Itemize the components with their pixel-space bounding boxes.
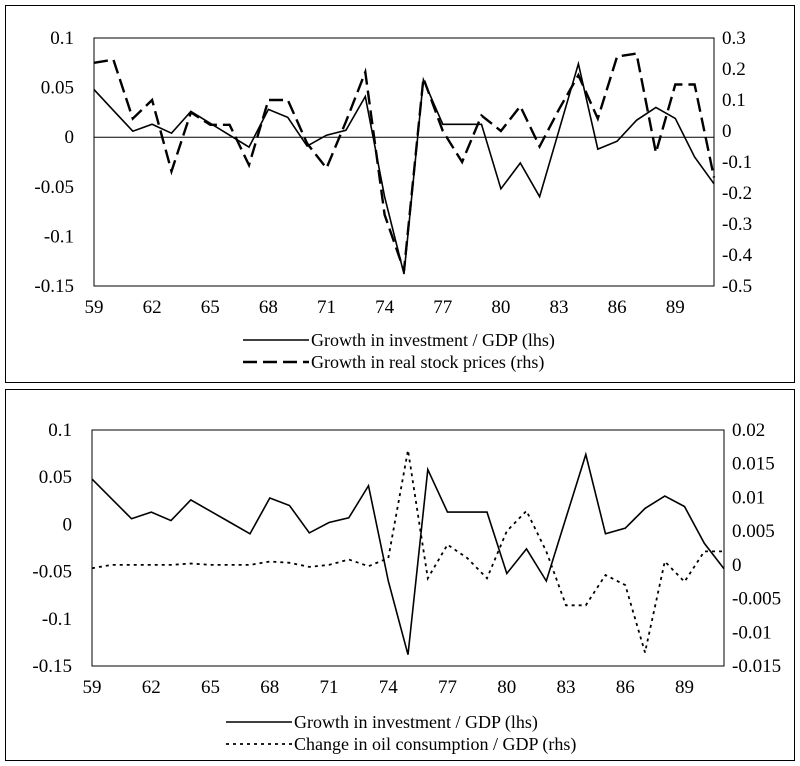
x-tick-label: 68 — [259, 297, 278, 318]
x-tick-label: 77 — [433, 297, 452, 318]
x-tick-label: 83 — [557, 677, 576, 698]
y-right-tick-label: 0 — [722, 121, 732, 142]
y-left-tick-label: 0 — [63, 514, 73, 535]
y-right-tick-label: -0.005 — [732, 589, 781, 610]
x-tick-label: 71 — [320, 677, 339, 698]
x-tick-label: 65 — [201, 677, 220, 698]
y-left-tick-label: 0 — [65, 127, 75, 148]
x-tick-label: 68 — [260, 677, 279, 698]
chart-1-svg: 0.1 0.05 0 -0.05 -0.1 -0.15 0.3 0.2 0.1 0 -0.1 -0.2… — [34, 28, 753, 373]
x-tick-label: 77 — [438, 677, 457, 698]
x-tick-label: 59 — [85, 297, 104, 318]
y-left-tick-label: -0.1 — [42, 609, 72, 630]
y-left-tick-label: 0.05 — [41, 78, 74, 99]
y-right-tick-label: 0.3 — [722, 28, 746, 49]
x-tick-label: 65 — [201, 297, 220, 318]
x-tick-label: 71 — [317, 297, 336, 318]
y-right-tick-label: -0.4 — [722, 245, 753, 266]
y-right-tick-label: 0.02 — [732, 420, 765, 441]
y-right-tick-label: 0.1 — [722, 90, 746, 111]
y-left-tick-label: -0.15 — [32, 656, 72, 677]
x-tick-label: 89 — [675, 677, 694, 698]
y-right-tick-label: -0.2 — [722, 183, 752, 204]
plot-area — [91, 429, 725, 667]
legend-label-2: Change in oil consumption / GDP (rhs) — [294, 734, 576, 755]
y-right-tick-label: 0.015 — [732, 454, 775, 475]
x-tick-label: 59 — [83, 677, 102, 698]
series-line-2 — [93, 52, 716, 271]
x-tick-label: 80 — [491, 297, 510, 318]
y-right-tick-label: -0.5 — [722, 276, 752, 297]
x-tick-label: 86 — [616, 677, 635, 698]
y-left-tick-label: -0.05 — [32, 562, 72, 583]
y-right-tick-label: -0.01 — [732, 622, 772, 643]
y-right-tick-label: 0.2 — [722, 59, 746, 80]
legend-label-2: Growth in real stock prices (rhs) — [311, 352, 544, 373]
y-left-tick-label: -0.15 — [34, 276, 74, 297]
y-right-tick-label: 0.005 — [732, 521, 775, 542]
x-tick-label: 89 — [666, 297, 685, 318]
chart-panel-1: 0.1 0.05 0 -0.05 -0.1 -0.15 0.3 0.2 0.1 0 -0.1 -0.2… — [5, 5, 795, 383]
series-line-1 — [91, 451, 725, 655]
x-tick-label: 74 — [375, 297, 395, 318]
y-left-tick-label: 0.1 — [48, 420, 72, 441]
y-left-tick-label: -0.05 — [34, 177, 74, 198]
y-right-tick-label: 0 — [732, 555, 742, 576]
legend-label-1: Growth in investment / GDP (lhs) — [294, 712, 538, 733]
chart-2-svg: 0.1 0.05 0 -0.05 -0.1 -0.15 0.02 0.015 0.01 0.005… — [32, 420, 781, 755]
y-left-tick-label: 0.1 — [50, 28, 74, 49]
plot-area — [93, 37, 715, 287]
y-right-tick-label: -0.015 — [732, 656, 781, 677]
y-right-tick-label: -0.3 — [722, 214, 752, 235]
x-tick-label: 83 — [550, 297, 569, 318]
x-tick-label: 80 — [497, 677, 516, 698]
legend-label-1: Growth in investment / GDP (lhs) — [311, 330, 555, 351]
x-tick-label: 86 — [608, 297, 627, 318]
x-tick-label: 74 — [379, 677, 399, 698]
y-right-tick-label: -0.1 — [722, 152, 752, 173]
chart-panel-2: 0.1 0.05 0 -0.05 -0.1 -0.15 0.02 0.015 0.01 0.005… — [5, 389, 795, 761]
y-right-tick-label: 0.01 — [732, 487, 765, 508]
y-left-tick-label: -0.1 — [44, 226, 74, 247]
series-line-1 — [93, 60, 715, 275]
y-left-tick-label: 0.05 — [39, 467, 72, 488]
series-line-2 — [91, 450, 724, 653]
x-tick-label: 62 — [143, 297, 162, 318]
x-tick-label: 62 — [142, 677, 161, 698]
